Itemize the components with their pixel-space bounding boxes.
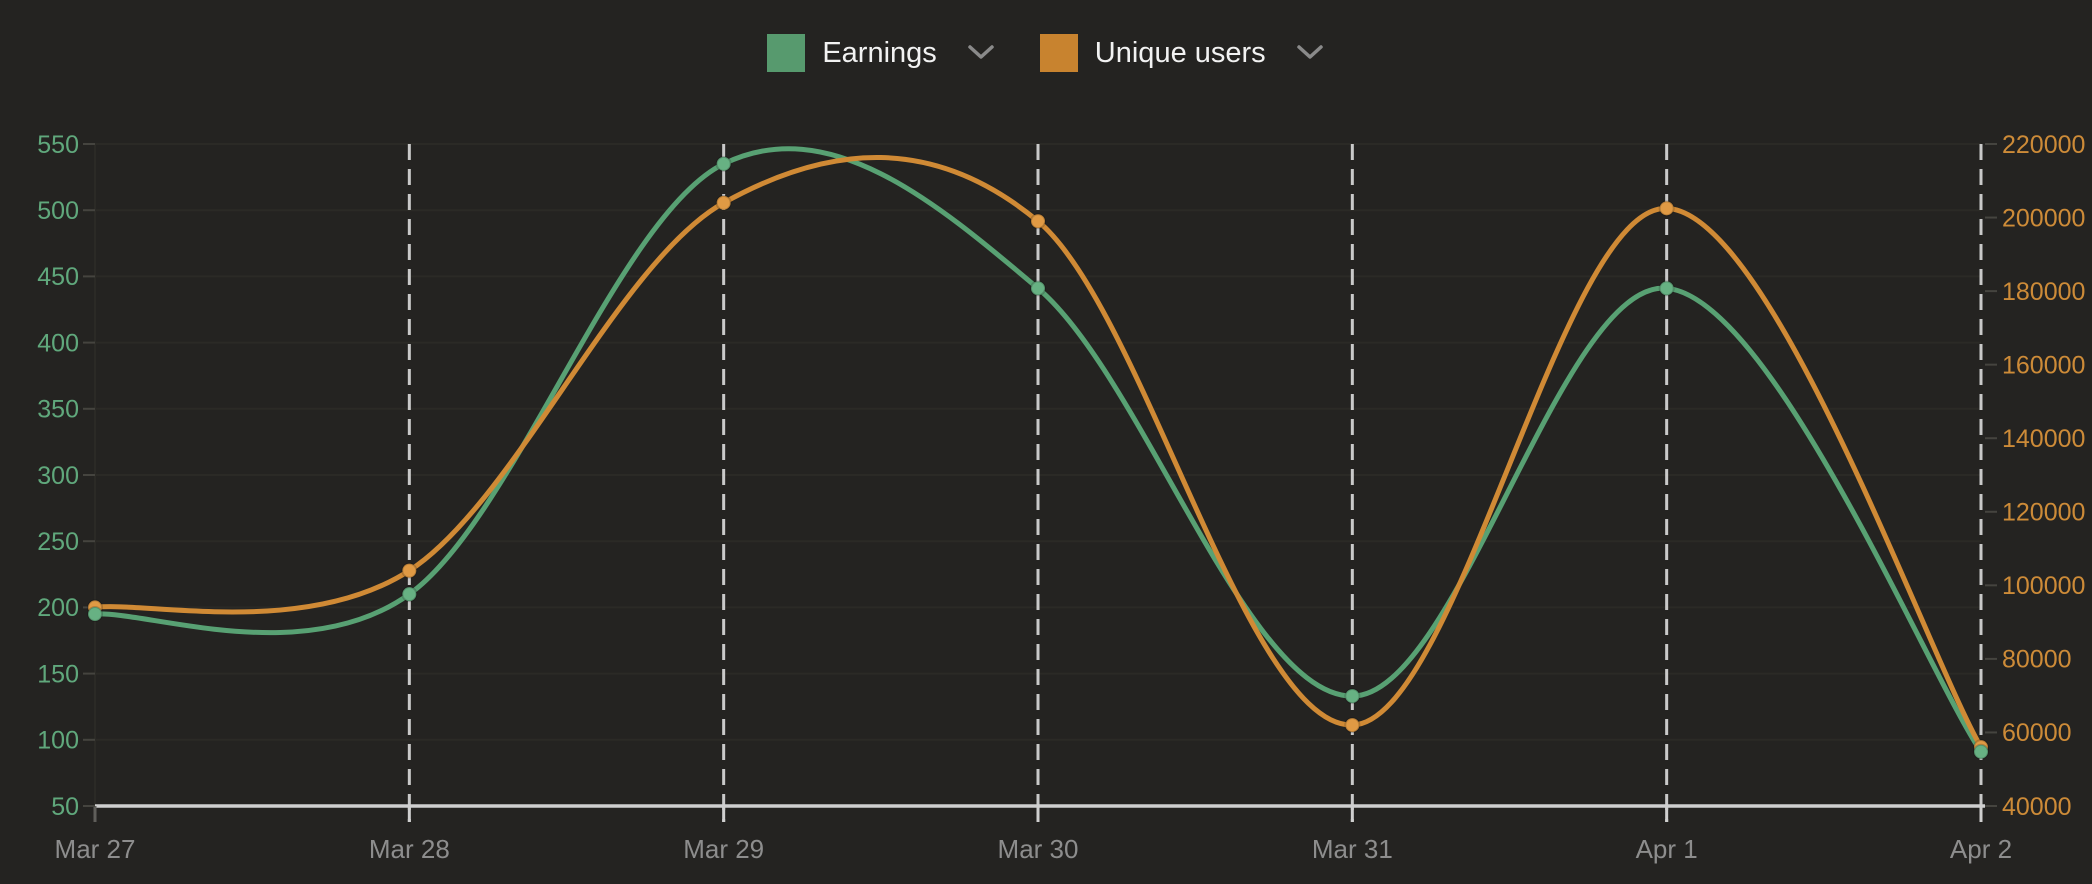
earnings-point[interactable] (715, 155, 732, 172)
left-axis-tick-label: 250 (37, 528, 79, 556)
left-axis-tick-label: 200 (37, 594, 79, 622)
chevron-down-icon[interactable] (1295, 44, 1325, 62)
right-axis-tick-label: 40000 (2002, 793, 2072, 821)
earnings-point[interactable] (1030, 280, 1046, 297)
earnings-point[interactable] (1344, 688, 1361, 705)
chevron-down-icon[interactable] (966, 44, 996, 62)
right-axis-tick-label: 80000 (2002, 646, 2072, 674)
legend-item-unique-users[interactable]: Unique users (1039, 34, 1325, 72)
right-axis-tick-label: 220000 (2002, 131, 2085, 159)
x-axis-label: Mar 29 (683, 834, 764, 864)
earnings-line (92, 146, 1984, 755)
left-axis-tick-label: 450 (37, 263, 79, 291)
unique-users-legend-label: Unique users (1094, 36, 1266, 69)
left-axis-tick-label: 50 (51, 793, 79, 821)
left-axis-tick-label: 550 (37, 131, 79, 159)
earnings-color-swatch (767, 34, 806, 72)
x-axis-label: Mar 31 (1312, 834, 1393, 864)
x-axis-label: Mar 30 (998, 834, 1079, 864)
earnings-legend-label: Earnings (822, 36, 937, 69)
unique-users-point[interactable] (715, 194, 732, 211)
left-axis-tick-label: 150 (37, 660, 79, 688)
right-axis-tick-label: 160000 (2002, 351, 2085, 379)
earnings-point[interactable] (1973, 743, 1989, 760)
unique-users-color-swatch (1039, 34, 1078, 72)
right-axis-tick-label: 120000 (2002, 499, 2085, 527)
x-axis-label: Apr 2 (1950, 834, 2012, 864)
right-axis-tick-label: 140000 (2002, 425, 2085, 453)
right-axis-tick-label: 180000 (2002, 278, 2085, 306)
earnings-point[interactable] (1658, 280, 1675, 297)
left-axis-tick-label: 400 (37, 329, 79, 357)
earnings-point[interactable] (401, 586, 418, 603)
unique-users-point[interactable] (1344, 717, 1361, 734)
right-axis-tick-label: 200000 (2002, 204, 2085, 232)
right-axis-tick-label: 60000 (2002, 719, 2072, 747)
right-axis-tick-label: 100000 (2002, 572, 2085, 600)
legend-item-earnings[interactable]: Earnings (767, 34, 995, 72)
left-axis-tick-label: 100 (37, 727, 79, 755)
unique-users-point[interactable] (1658, 200, 1675, 217)
earnings-point[interactable] (87, 606, 103, 623)
x-axis-label: Mar 28 (369, 834, 450, 864)
x-axis-label: Apr 1 (1636, 834, 1698, 864)
x-axis-label: Mar 27 (55, 834, 136, 864)
left-axis-tick-label: 350 (37, 396, 79, 424)
unique-users-point[interactable] (401, 562, 418, 579)
unique-users-line (92, 155, 1984, 750)
left-axis-tick-label: 300 (37, 462, 79, 490)
left-axis-tick-label: 500 (37, 197, 79, 225)
legend: Earnings Unique users (0, 34, 2092, 72)
unique-users-point[interactable] (1030, 213, 1046, 230)
